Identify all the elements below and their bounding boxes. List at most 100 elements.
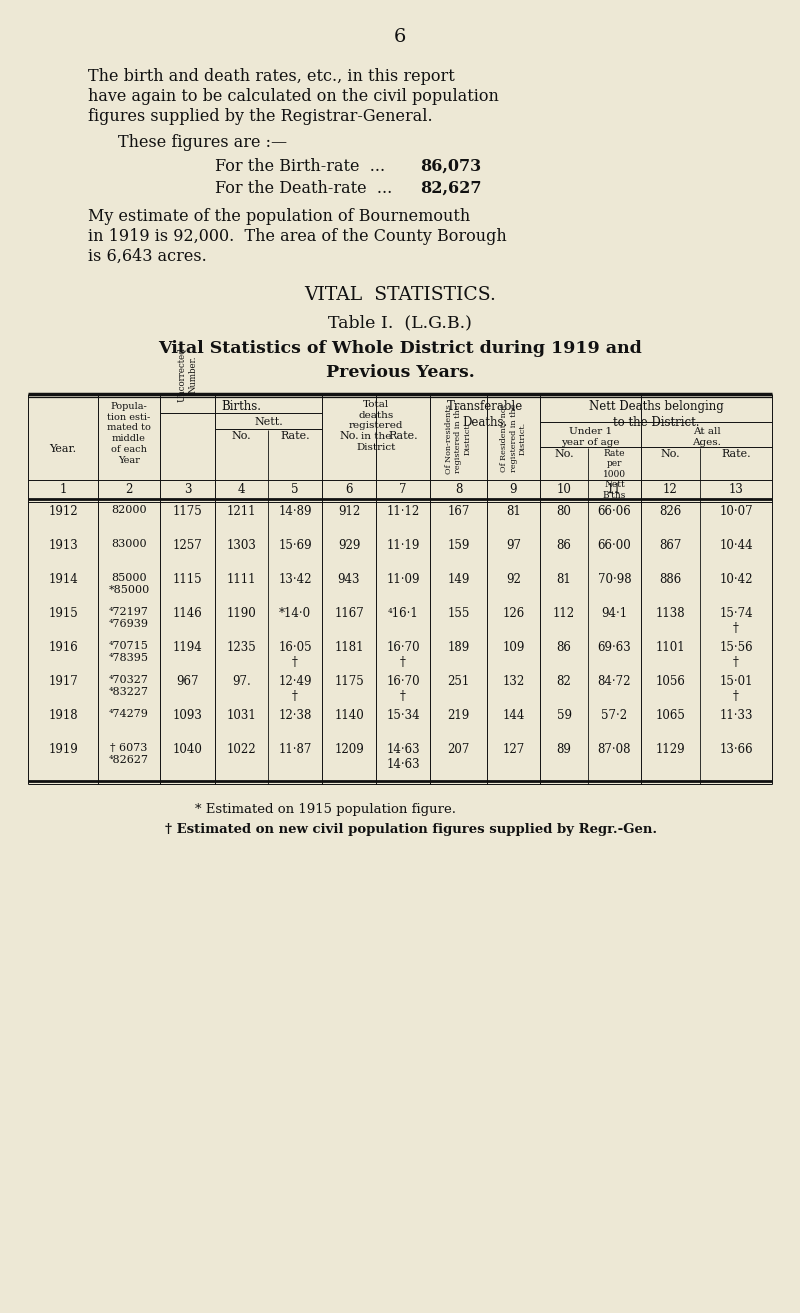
Text: 1101: 1101 bbox=[656, 641, 686, 654]
Text: No.: No. bbox=[232, 431, 251, 441]
Text: At all
Ages.: At all Ages. bbox=[692, 427, 721, 446]
Text: 82: 82 bbox=[557, 675, 571, 688]
Text: 11·12: 11·12 bbox=[386, 506, 420, 519]
Text: * Estimated on 1915 population figure.: * Estimated on 1915 population figure. bbox=[195, 804, 456, 815]
Text: Births.: Births. bbox=[221, 400, 261, 414]
Text: VITAL  STATISTICS.: VITAL STATISTICS. bbox=[304, 286, 496, 305]
Text: 10·44: 10·44 bbox=[719, 540, 753, 551]
Text: 15·34: 15·34 bbox=[386, 709, 420, 722]
Text: 1056: 1056 bbox=[655, 675, 686, 688]
Text: 112: 112 bbox=[553, 607, 575, 620]
Text: 81: 81 bbox=[557, 572, 571, 586]
Text: 867: 867 bbox=[659, 540, 682, 551]
Text: 92: 92 bbox=[506, 572, 521, 586]
Text: No.: No. bbox=[554, 449, 574, 460]
Text: 86: 86 bbox=[557, 641, 571, 654]
Text: These figures are :—: These figures are :— bbox=[118, 134, 287, 151]
Text: ⁴16·1: ⁴16·1 bbox=[388, 607, 418, 620]
Text: 1914: 1914 bbox=[48, 572, 78, 586]
Text: 11·09: 11·09 bbox=[386, 572, 420, 586]
Text: 11·33: 11·33 bbox=[719, 709, 753, 722]
Text: 2: 2 bbox=[126, 483, 133, 496]
Text: My estimate of the population of Bournemouth: My estimate of the population of Bournem… bbox=[88, 207, 470, 225]
Text: 1235: 1235 bbox=[226, 641, 256, 654]
Text: 127: 127 bbox=[502, 743, 525, 756]
Text: 929: 929 bbox=[338, 540, 360, 551]
Text: 12: 12 bbox=[663, 483, 678, 496]
Text: 16·70
†: 16·70 † bbox=[386, 641, 420, 670]
Text: 886: 886 bbox=[659, 572, 682, 586]
Text: For the Birth-rate  ...: For the Birth-rate ... bbox=[215, 158, 385, 175]
Text: 1129: 1129 bbox=[656, 743, 686, 756]
Text: ⁴70327
⁴83227: ⁴70327 ⁴83227 bbox=[109, 675, 149, 697]
Text: 97: 97 bbox=[506, 540, 521, 551]
Text: 83000: 83000 bbox=[111, 540, 147, 549]
Text: 14·63
14·63: 14·63 14·63 bbox=[386, 743, 420, 771]
Text: Of Non-residents
registered in the
District.: Of Non-residents registered in the Distr… bbox=[446, 404, 472, 474]
Text: 81: 81 bbox=[506, 506, 521, 519]
Text: 10·42: 10·42 bbox=[719, 572, 753, 586]
Text: Table I.  (L.G.B.): Table I. (L.G.B.) bbox=[328, 314, 472, 331]
Text: Uncorrected
Number.: Uncorrected Number. bbox=[178, 347, 197, 402]
Text: 82,627: 82,627 bbox=[420, 180, 482, 197]
Text: Rate.: Rate. bbox=[388, 431, 418, 441]
Text: 1140: 1140 bbox=[334, 709, 364, 722]
Text: 1211: 1211 bbox=[226, 506, 256, 519]
Text: 8: 8 bbox=[455, 483, 462, 496]
Text: 57·2: 57·2 bbox=[602, 709, 627, 722]
Text: in 1919 is 92,000.  The area of the County Borough: in 1919 is 92,000. The area of the Count… bbox=[88, 228, 506, 246]
Text: No.: No. bbox=[661, 449, 680, 460]
Text: Transferable
Deaths.: Transferable Deaths. bbox=[447, 400, 523, 429]
Text: Vital Statistics of Whole District during 1919 and: Vital Statistics of Whole District durin… bbox=[158, 340, 642, 357]
Text: 1031: 1031 bbox=[226, 709, 256, 722]
Text: 11·87: 11·87 bbox=[278, 743, 312, 756]
Text: ⁴74279: ⁴74279 bbox=[109, 709, 149, 720]
Text: 1146: 1146 bbox=[173, 607, 202, 620]
Text: 1912: 1912 bbox=[48, 506, 78, 519]
Text: 1917: 1917 bbox=[48, 675, 78, 688]
Text: Nett Deaths belonging
to the District.: Nett Deaths belonging to the District. bbox=[589, 400, 723, 429]
Text: 15·56
†: 15·56 † bbox=[719, 641, 753, 670]
Text: 1190: 1190 bbox=[226, 607, 256, 620]
Text: 11: 11 bbox=[607, 483, 622, 496]
Text: 14·89: 14·89 bbox=[278, 506, 312, 519]
Text: 6: 6 bbox=[346, 483, 353, 496]
Text: † Estimated on new civil population figures supplied by Regr.-Gen.: † Estimated on new civil population figu… bbox=[165, 823, 657, 836]
Text: Total
deaths
registered
in the
District: Total deaths registered in the District bbox=[349, 400, 403, 452]
Text: 7: 7 bbox=[399, 483, 406, 496]
Text: 13: 13 bbox=[729, 483, 743, 496]
Text: 1181: 1181 bbox=[334, 641, 364, 654]
Text: 66·06: 66·06 bbox=[598, 506, 631, 519]
Text: 6: 6 bbox=[394, 28, 406, 46]
Text: 1167: 1167 bbox=[334, 607, 364, 620]
Text: 94·1: 94·1 bbox=[602, 607, 627, 620]
Text: 1115: 1115 bbox=[173, 572, 202, 586]
Text: 87·08: 87·08 bbox=[598, 743, 631, 756]
Text: 1303: 1303 bbox=[226, 540, 257, 551]
Text: 826: 826 bbox=[659, 506, 682, 519]
Text: 10·07: 10·07 bbox=[719, 506, 753, 519]
Text: Nett.: Nett. bbox=[254, 418, 283, 427]
Text: 86: 86 bbox=[557, 540, 571, 551]
Text: 1175: 1175 bbox=[334, 675, 364, 688]
Text: 15·69: 15·69 bbox=[278, 540, 312, 551]
Text: 9: 9 bbox=[510, 483, 518, 496]
Text: is 6,643 acres.: is 6,643 acres. bbox=[88, 248, 206, 265]
Text: 1194: 1194 bbox=[173, 641, 202, 654]
Text: Previous Years.: Previous Years. bbox=[326, 364, 474, 381]
Text: 1175: 1175 bbox=[173, 506, 202, 519]
Text: 11·19: 11·19 bbox=[386, 540, 420, 551]
Text: 16·70
†: 16·70 † bbox=[386, 675, 420, 702]
Text: For the Death-rate  ...: For the Death-rate ... bbox=[215, 180, 392, 197]
Text: 66·00: 66·00 bbox=[598, 540, 631, 551]
Text: 189: 189 bbox=[447, 641, 470, 654]
Text: 15·74
†: 15·74 † bbox=[719, 607, 753, 635]
Text: have again to be calculated on the civil population: have again to be calculated on the civil… bbox=[88, 88, 499, 105]
Text: 109: 109 bbox=[502, 641, 525, 654]
Text: 167: 167 bbox=[447, 506, 470, 519]
Text: Under 1
year of age: Under 1 year of age bbox=[562, 427, 620, 446]
Text: 59: 59 bbox=[557, 709, 571, 722]
Text: 80: 80 bbox=[557, 506, 571, 519]
Text: ⁴72197
⁴76939: ⁴72197 ⁴76939 bbox=[109, 607, 149, 629]
Text: 1209: 1209 bbox=[334, 743, 364, 756]
